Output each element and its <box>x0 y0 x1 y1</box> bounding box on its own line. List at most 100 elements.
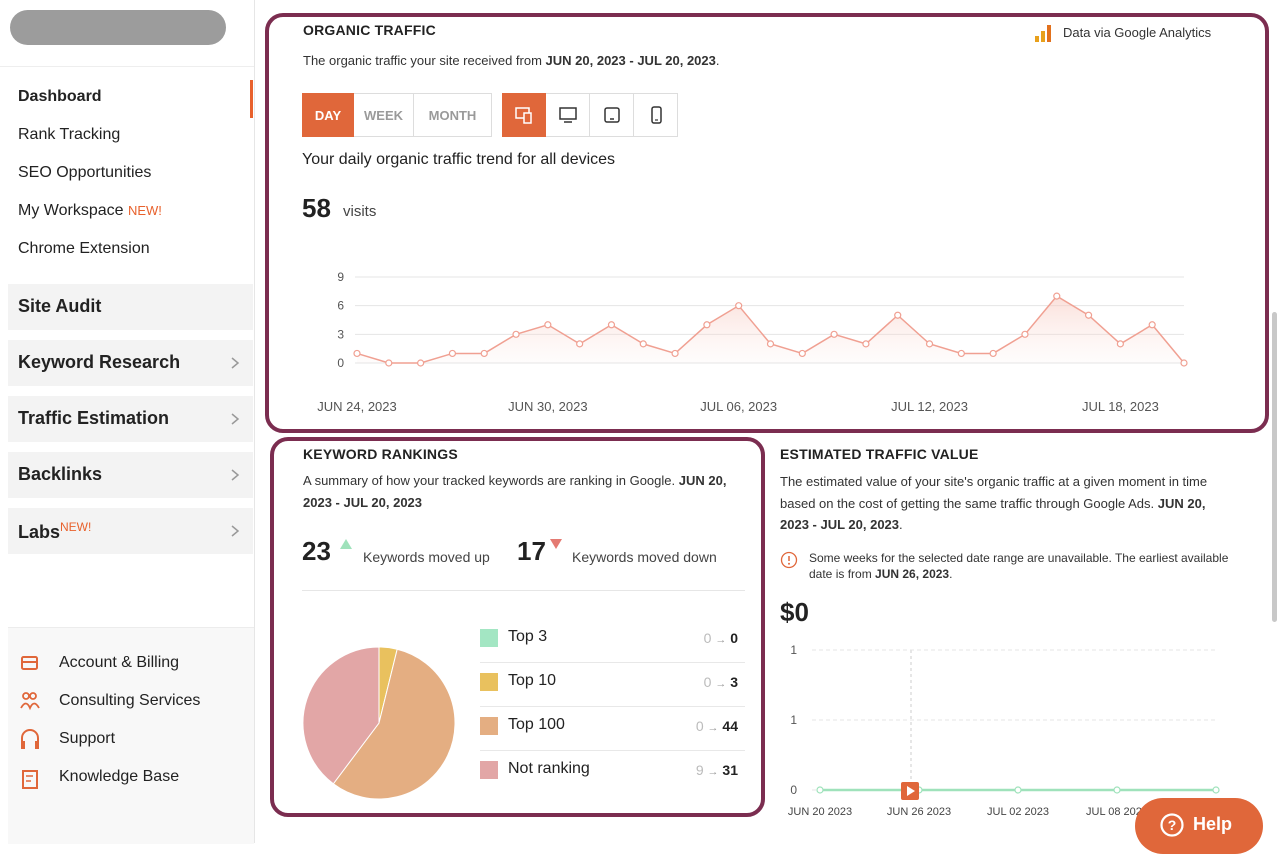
point <box>1116 340 1124 348</box>
legend-divider <box>480 662 745 663</box>
notice: Some weeks for the selected date range a… <box>809 550 1229 582</box>
section[interactable]: Backlinks <box>8 452 253 498</box>
point <box>766 340 775 348</box>
point <box>1021 330 1029 338</box>
section[interactable]: Site Audit <box>8 284 253 330</box>
point <box>1180 359 1188 367</box>
tab[interactable]: MONTH <box>414 93 492 137</box>
current-value: 31 <box>722 762 738 778</box>
tab[interactable]: DAY <box>302 93 354 137</box>
help-button[interactable]: ? Help <box>1135 798 1263 854</box>
footer-link[interactable]: Knowledge Base <box>59 768 180 785</box>
value: $0 <box>780 597 809 627</box>
point <box>1053 292 1061 300</box>
sidebar: Dashboard Rank Tracking SEO Opportunitie… <box>0 0 255 844</box>
point <box>448 349 457 358</box>
badge: NEW! <box>127 203 162 218</box>
arrow: → <box>707 766 719 778</box>
point <box>1148 321 1156 329</box>
tab[interactable]: WEEK <box>354 93 414 137</box>
info-icon <box>780 551 798 569</box>
previous-value: 0 <box>703 674 712 690</box>
point <box>925 340 934 348</box>
panel-desc: The organic traffic your site received f… <box>303 50 720 72</box>
desc-text: The organic traffic your site received f… <box>303 53 542 68</box>
total-unit: visits <box>343 203 377 220</box>
device-all[interactable] <box>502 93 546 137</box>
point <box>894 311 902 319</box>
chevron <box>231 357 240 369</box>
x-tick-label: JUL 08 2023 <box>1086 806 1148 818</box>
section[interactable]: Keyword Research <box>8 340 253 386</box>
footer-link[interactable]: Account & Billing <box>59 654 180 671</box>
footer-link[interactable]: Support <box>59 730 116 747</box>
section-label: LabsNEW! <box>18 520 91 543</box>
chevron <box>231 469 240 481</box>
earliest-date-marker <box>901 782 919 800</box>
help-label: Help <box>1193 814 1233 834</box>
date-range: JUN 20, 2023 - JUL 20, 2023 <box>780 495 1206 533</box>
point <box>989 349 997 358</box>
nav-item[interactable]: Dashboard <box>18 88 102 105</box>
footer-link[interactable]: Consulting Services <box>59 692 201 709</box>
desc-text: A summary of how your tracked keywords a… <box>303 473 676 488</box>
chart-subtitle: Your daily organic traffic trend for all… <box>302 151 616 168</box>
highlight-frame <box>265 13 1269 433</box>
legend-label: Top 100 <box>508 716 565 733</box>
point <box>703 321 711 329</box>
panel-desc: The estimated value of your site's organ… <box>780 471 1235 536</box>
y-tick-label: 3 <box>337 327 344 341</box>
nav-item[interactable]: My Workspace NEW! <box>18 202 162 220</box>
nav-item[interactable]: Rank Tracking <box>18 126 121 143</box>
section[interactable]: LabsNEW! <box>8 508 253 554</box>
x-tick-label: JUN 20 2023 <box>788 806 852 818</box>
previous-value: 9 <box>695 762 704 778</box>
desc-end: . <box>899 517 903 532</box>
data-source: Data via Google Analytics <box>1063 25 1212 40</box>
footer-icons <box>20 656 40 789</box>
device-tablet[interactable] <box>590 93 634 137</box>
section-name: Labs <box>18 522 61 542</box>
device-desktop[interactable] <box>546 93 590 137</box>
section-label: Site Audit <box>18 296 102 316</box>
legend-swatch <box>480 717 498 735</box>
y-tick-label: 1 <box>790 713 797 727</box>
help-icon: ? <box>1160 813 1184 837</box>
previous-value: 0 <box>695 718 704 734</box>
point <box>671 349 679 358</box>
chevron <box>231 413 240 425</box>
sidebar-footer <box>8 627 254 844</box>
point <box>1014 786 1022 794</box>
scrollbar <box>1272 312 1277 622</box>
legend-change: 9 → 31 <box>600 762 738 778</box>
account-pill[interactable] <box>10 10 226 45</box>
analytics-icon <box>1035 25 1051 42</box>
point <box>512 330 520 338</box>
active-indicator <box>250 80 253 118</box>
legend-swatch <box>480 629 498 647</box>
current-value: 0 <box>730 630 738 646</box>
device-mobile[interactable] <box>634 93 678 137</box>
divider <box>0 66 254 67</box>
highlight-frame <box>270 437 765 817</box>
legend-label: Top 10 <box>508 672 557 689</box>
x-tick-label: JUL 12, 2023 <box>891 399 968 414</box>
nav-item[interactable]: Chrome Extension <box>18 240 150 257</box>
pie-slice <box>302 646 380 785</box>
x-tick-label: JUN 26 2023 <box>887 806 951 818</box>
legend-change: 0 → 3 <box>600 674 738 690</box>
panel-desc: A summary of how your tracked keywords a… <box>303 470 748 514</box>
legend-divider <box>480 750 745 751</box>
legend-label: Not ranking <box>508 760 590 777</box>
x-tick-label: JUN 24, 2023 <box>317 399 397 414</box>
panel-title: KEYWORD RANKINGS <box>303 446 458 462</box>
nav-item[interactable]: SEO Opportunities <box>18 164 152 181</box>
legend-divider <box>480 706 745 707</box>
y-tick-label: 0 <box>337 356 344 370</box>
point <box>576 340 584 348</box>
point <box>417 359 425 367</box>
point <box>735 302 743 310</box>
section[interactable]: Traffic Estimation <box>8 396 253 442</box>
arrow: → <box>715 678 727 690</box>
legend-change: 0 → 0 <box>600 630 738 646</box>
